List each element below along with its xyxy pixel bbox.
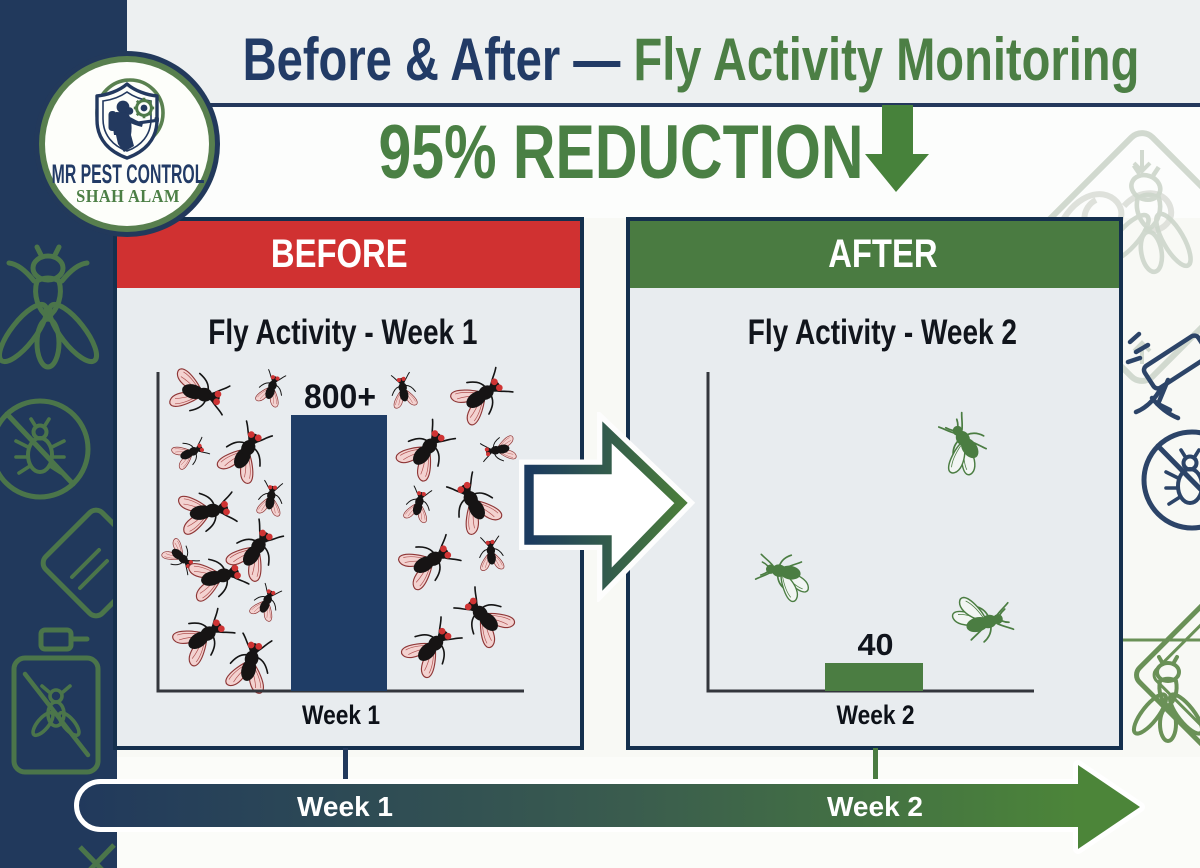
svg-text:Week 2: Week 2 [837,700,915,730]
svg-text:Week 2: Week 2 [827,791,923,822]
svg-text:Week 1: Week 1 [302,700,380,730]
svg-text:Week 1: Week 1 [297,791,393,822]
svg-text:800+: 800+ [304,378,376,416]
svg-text:40: 40 [858,627,894,662]
